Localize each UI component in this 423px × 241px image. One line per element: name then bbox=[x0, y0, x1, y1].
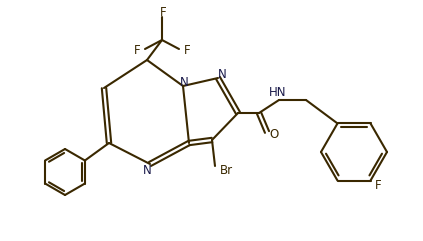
Text: F: F bbox=[375, 179, 382, 192]
Text: F: F bbox=[184, 43, 190, 56]
Text: F: F bbox=[134, 43, 140, 56]
Text: F: F bbox=[160, 6, 166, 19]
Text: O: O bbox=[269, 128, 279, 141]
Text: Br: Br bbox=[220, 165, 233, 178]
Text: HN: HN bbox=[269, 87, 287, 100]
Text: N: N bbox=[143, 163, 151, 176]
Text: N: N bbox=[217, 67, 226, 80]
Text: N: N bbox=[180, 76, 188, 89]
